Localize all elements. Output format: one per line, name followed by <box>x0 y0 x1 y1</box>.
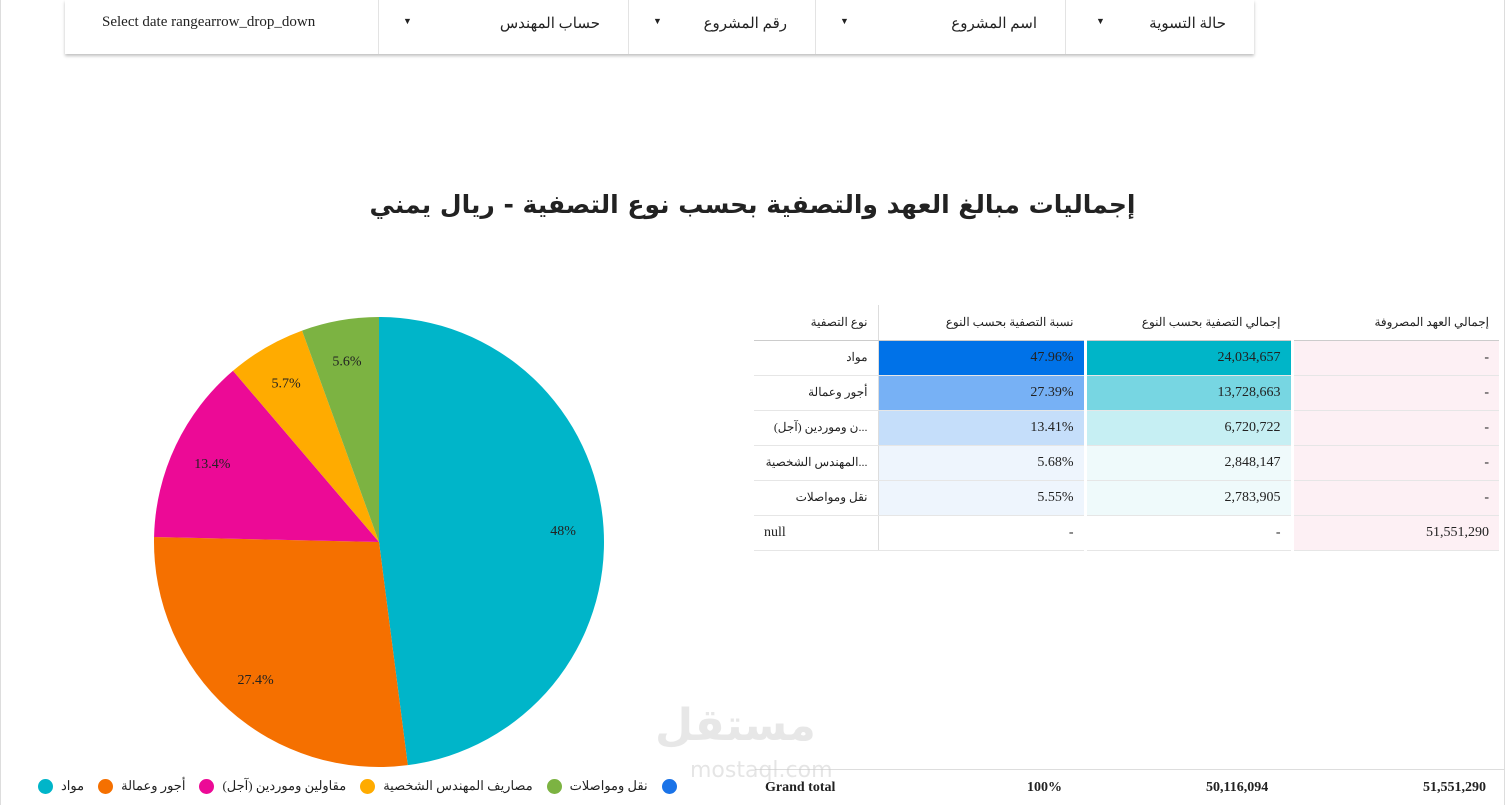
engineer-account-filter[interactable]: حساب المهندس ▼ <box>379 0 629 54</box>
table-cell: 6,720,722 <box>1083 410 1292 446</box>
legend-label: مواد <box>61 778 85 793</box>
dropdown-arrow-icon: ▼ <box>653 16 662 26</box>
grand-total-row: Grand total 100% 50,116,094 51,551,290 <box>755 769 1505 806</box>
dropdown-arrow-icon: ▼ <box>840 16 849 26</box>
table-row[interactable]: ...المهندس الشخصية 5.68% 2,848,147- <box>754 445 1499 481</box>
table-cell: ...ن وموردين (آجل) <box>754 410 879 446</box>
legend-item[interactable]: أجور وعمالة <box>98 778 185 794</box>
slice-label: 5.7% <box>272 377 302 392</box>
table-cell: 2,783,905 <box>1083 480 1292 516</box>
table-cell: - <box>1290 375 1499 411</box>
grand-total-expended: 51,551,290 <box>1423 780 1486 795</box>
legend-dot-icon <box>546 778 562 794</box>
filter-label: حالة التسوية <box>1149 16 1226 32</box>
col-header-total[interactable]: إجمالي التصفية بحسب النوع <box>1083 305 1292 341</box>
slice-label: 13.4% <box>194 457 231 472</box>
legend-dot-icon <box>360 778 376 794</box>
col-header-expended[interactable]: إجمالي العهد المصروفة <box>1290 305 1499 341</box>
table-cell: - <box>1290 480 1499 516</box>
filter-label: حساب المهندس <box>499 16 600 32</box>
chart-legend: مواد أجور وعمالة مقاولين وموردين (آجل) مصار… <box>38 778 699 794</box>
legend-label: نقل ومواصلات <box>569 778 648 793</box>
table-row[interactable]: null - -51,551,290 <box>754 515 1499 551</box>
project-number-filter[interactable]: رقم المشروع ▼ <box>629 0 816 54</box>
filter-bar: Select date rangearrow_drop_down حساب ال… <box>65 0 1254 54</box>
table-cell: 51,551,290 <box>1290 515 1499 551</box>
table-row[interactable]: مواد 47.96% 24,034,657- <box>754 340 1499 376</box>
slice-label: 27.4% <box>238 673 275 688</box>
table-cell: 47.96% <box>878 340 1085 376</box>
table-cell: 5.55% <box>878 480 1085 516</box>
legend-label: مصاريف المهندس الشخصية <box>383 778 533 793</box>
legend-item[interactable]: مواد <box>38 778 84 794</box>
table-cell: أجور وعمالة <box>754 375 879 411</box>
table-cell: - <box>1290 340 1499 376</box>
filter-label: رقم المشروع <box>703 16 787 32</box>
legend-item[interactable]: مقاولين وموردين (آجل) <box>199 778 346 794</box>
table-cell: نقل ومواصلات <box>754 480 879 516</box>
table-cell: 5.68% <box>878 445 1085 481</box>
legend-dot-icon <box>661 778 677 794</box>
grand-total-label: Grand total <box>765 780 836 795</box>
legend-dot-icon <box>199 778 215 794</box>
chart-title: إجماليات مبالغ العهد والتصفية بحسب نوع ا… <box>369 190 1136 219</box>
pie-slice[interactable] <box>154 537 408 767</box>
col-header-pct[interactable]: نسبة التصفية بحسب النوع <box>878 305 1085 341</box>
dropdown-arrow-icon: ▼ <box>403 16 412 26</box>
pie-slice[interactable] <box>302 317 379 542</box>
pie-slice[interactable] <box>233 330 379 542</box>
table-row[interactable]: أجور وعمالة 27.39% 13,728,663- <box>754 375 1499 411</box>
table-cell: - <box>878 515 1085 551</box>
date-range-filter[interactable]: Select date rangearrow_drop_down <box>65 0 379 54</box>
legend-item[interactable]: نقل ومواصلات <box>546 778 648 794</box>
legend-item[interactable] <box>661 778 685 794</box>
table-cell: - <box>1290 445 1499 481</box>
table-cell: ...المهندس الشخصية <box>754 445 879 481</box>
legend-dot-icon <box>98 778 114 794</box>
data-table: نوع التصفية نسبة التصفية بحسب النوع إجما… <box>754 305 1499 551</box>
table-header-row: نوع التصفية نسبة التصفية بحسب النوع إجما… <box>754 305 1499 341</box>
project-name-filter[interactable]: اسم المشروع ▼ <box>816 0 1066 54</box>
table-cell: 13.41% <box>878 410 1085 446</box>
settlement-status-filter[interactable]: حالة التسوية ▼ <box>1066 0 1254 54</box>
table-cell: - <box>1083 515 1292 551</box>
legend-label: مقاولين وموردين (آجل) <box>222 778 347 793</box>
dropdown-arrow-icon: ▼ <box>1096 16 1105 26</box>
slice-label: 48% <box>550 524 576 539</box>
table-cell: - <box>1290 410 1499 446</box>
table-cell: 24,034,657 <box>1083 340 1292 376</box>
table-row[interactable]: نقل ومواصلات 5.55% 2,783,905- <box>754 480 1499 516</box>
table-row[interactable]: ...ن وموردين (آجل) 13.41% 6,720,722- <box>754 410 1499 446</box>
table-cell: مواد <box>754 340 879 376</box>
pie-slice[interactable] <box>154 370 379 542</box>
grand-total-total: 50,116,094 <box>1206 780 1269 795</box>
watermark-url: mostaql.com <box>690 758 833 783</box>
date-range-label: Select date rangearrow_drop_down <box>102 14 316 30</box>
pie-chart: 48% 27.4% 13.4% 5.7% 5.6% <box>154 317 604 767</box>
legend-dot-icon <box>38 778 53 794</box>
slice-label: 5.6% <box>332 354 362 369</box>
table-cell: 13,728,663 <box>1083 375 1292 411</box>
pie-slice[interactable] <box>379 317 604 766</box>
col-header-type[interactable]: نوع التصفية <box>754 305 879 341</box>
filter-label: اسم المشروع <box>951 16 1037 32</box>
watermark-logo: مستقل <box>655 700 816 751</box>
table-cell: 27.39% <box>878 375 1085 411</box>
legend-item[interactable]: مصاريف المهندس الشخصية <box>360 778 533 794</box>
legend-label: أجور وعمالة <box>121 778 186 793</box>
grand-total-pct: 100% <box>1027 780 1062 795</box>
table-cell: null <box>754 515 879 551</box>
table-cell: 2,848,147 <box>1083 445 1292 481</box>
